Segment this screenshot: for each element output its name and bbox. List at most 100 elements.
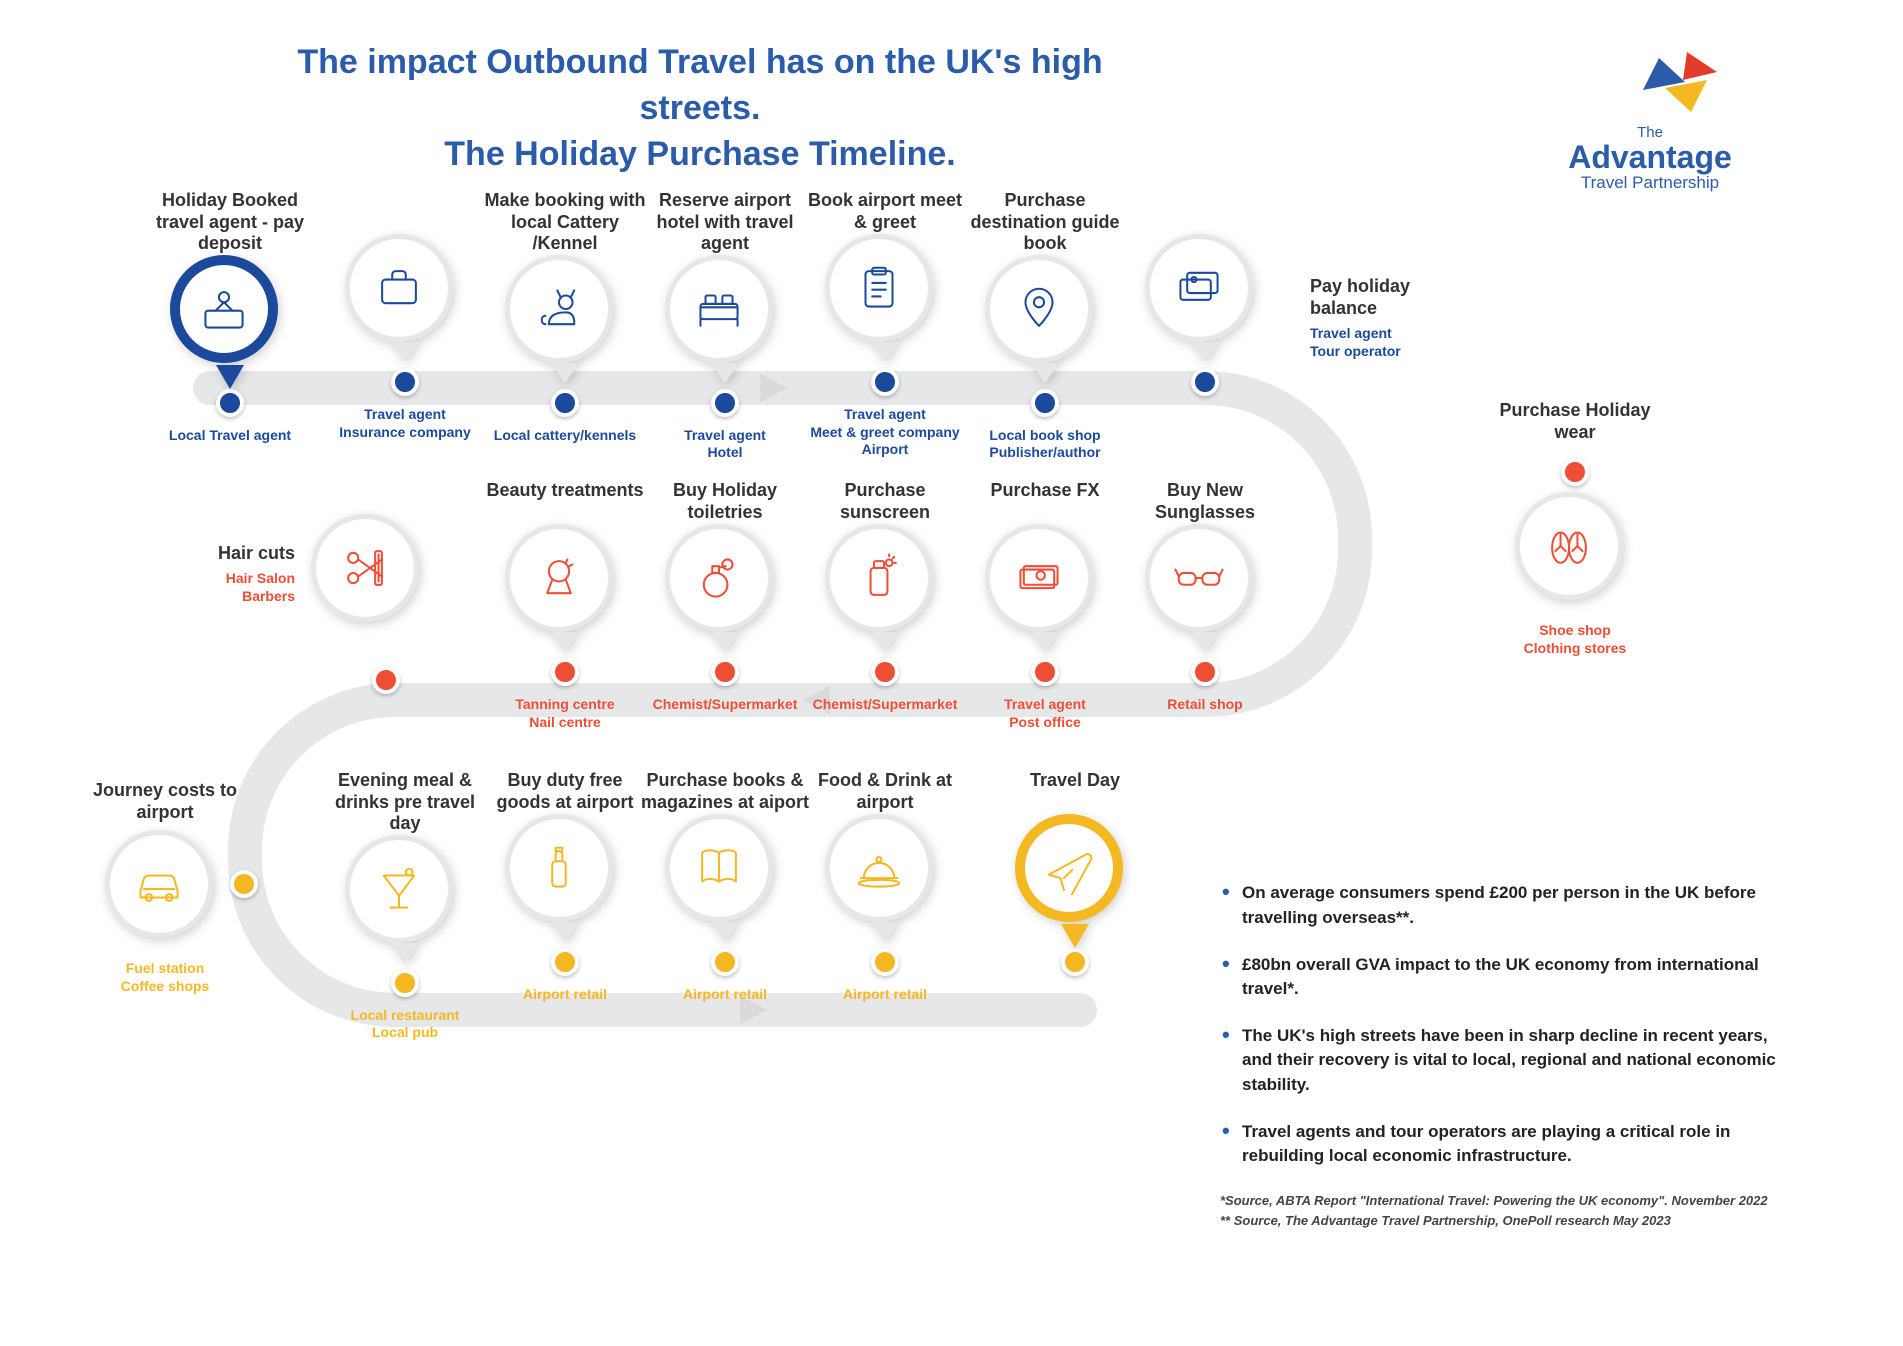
journey-costs-pin xyxy=(105,830,225,950)
node-pin xyxy=(825,524,945,644)
source-line: ** Source, The Advantage Travel Partners… xyxy=(1220,1211,1780,1231)
node-sub: Local restaurantLocal pub xyxy=(320,1007,490,1042)
node-row1-3: Reserve airport hotel with travel agent … xyxy=(640,190,810,462)
node-dot xyxy=(711,389,739,417)
node-row3-2: Purchase books & magazines at aiport Air… xyxy=(640,770,810,1004)
holiday-wear-label: Purchase Holiday wear xyxy=(1490,400,1660,444)
node-label: Food & Drink at airport xyxy=(800,770,970,814)
node-dot xyxy=(551,658,579,686)
node-label: Book airport meet & greet xyxy=(800,190,970,234)
node-dot xyxy=(216,389,244,417)
bullet-item: On average consumers spend £200 per pers… xyxy=(1220,881,1780,930)
node-label: Buy Holiday toiletries xyxy=(640,480,810,524)
node-label: Holiday Booked travel agent - pay deposi… xyxy=(145,190,315,255)
node-sub: Airport retail xyxy=(480,986,650,1004)
node-pin xyxy=(505,524,625,644)
node-pin xyxy=(505,255,625,375)
node-pin xyxy=(1145,524,1265,644)
node-label: Purchase destination guide book xyxy=(960,190,1130,255)
logo-mark xyxy=(1520,50,1780,120)
node-sub: Local Travel agent xyxy=(145,427,315,445)
node-pin xyxy=(345,835,465,955)
node-row2-3: Buy Holiday toiletries Chemist/Supermark… xyxy=(640,480,810,714)
sidenode-pay-balance: Pay holiday balance Travel agentTour ope… xyxy=(1310,276,1450,360)
node-sub: Local book shopPublisher/author xyxy=(960,427,1130,462)
node-pin xyxy=(1145,234,1265,354)
node-row2-1: Purchase FX Travel agentPost office xyxy=(960,480,1130,731)
node-pin xyxy=(170,255,290,375)
title-line-2: The Holiday Purchase Timeline. xyxy=(260,132,1140,178)
journey-costs-dot xyxy=(230,870,258,898)
haircuts-label: Hair cuts xyxy=(155,543,295,565)
node-dot xyxy=(1031,389,1059,417)
node-pin xyxy=(985,524,1105,644)
bullet-list: On average consumers spend £200 per pers… xyxy=(1220,881,1780,1169)
sources: *Source, ABTA Report "International Trav… xyxy=(1220,1191,1780,1230)
source-line: *Source, ABTA Report "International Trav… xyxy=(1220,1191,1780,1211)
node-label xyxy=(1120,190,1290,234)
node-dot xyxy=(1061,948,1089,976)
node-row1-5: Purchase destination guide book Local bo… xyxy=(960,190,1130,462)
node-row3-1: Buy duty free goods at airport Airport r… xyxy=(480,770,650,1004)
node-pin xyxy=(505,814,625,934)
node-label: Buy duty free goods at airport xyxy=(480,770,650,814)
node-sub: Airport retail xyxy=(640,986,810,1004)
haircuts-dot xyxy=(372,666,400,694)
node-dot xyxy=(871,948,899,976)
node-dot xyxy=(1191,658,1219,686)
node-pin xyxy=(825,814,945,934)
node-label: Travel Day xyxy=(990,770,1160,814)
node-sub: Travel agentHotel xyxy=(640,427,810,462)
node-label: Evening meal & drinks pre travel day xyxy=(320,770,490,835)
bullet-item: Travel agents and tour operators are pla… xyxy=(1220,1120,1780,1169)
node-pin xyxy=(665,814,785,934)
page: The impact Outbound Travel has on the UK… xyxy=(120,40,1780,1290)
node-label: Reserve airport hotel with travel agent xyxy=(640,190,810,255)
node-dot xyxy=(551,948,579,976)
node-dot xyxy=(871,658,899,686)
node-sub: Airport retail xyxy=(800,986,970,1004)
node-dot xyxy=(551,389,579,417)
node-label: Beauty treatments xyxy=(480,480,650,524)
holiday-wear-sub: Shoe shopClothing stores xyxy=(1490,622,1660,657)
node-sub: Travel agentMeet & greet companyAirport xyxy=(800,406,970,459)
node-pin xyxy=(825,234,945,354)
title-line-1: The impact Outbound Travel has on the UK… xyxy=(260,40,1140,132)
node-dot xyxy=(711,658,739,686)
node-holiday-wear: Purchase Holiday wear Shoe shopClothing … xyxy=(1490,400,1660,657)
node-dot xyxy=(1031,658,1059,686)
node-label: Purchase books & magazines at aiport xyxy=(640,770,810,814)
node-label xyxy=(320,190,490,234)
node-sub: Travel agentInsurance company xyxy=(320,406,490,441)
pay-balance-label: Pay holiday balance xyxy=(1310,276,1450,319)
bullet-item: £80bn overall GVA impact to the UK econo… xyxy=(1220,953,1780,1002)
bullet-item: The UK's high streets have been in sharp… xyxy=(1220,1024,1780,1098)
node-pin xyxy=(665,524,785,644)
node-dot xyxy=(391,368,419,396)
node-row3-4: Travel Day xyxy=(990,770,1160,986)
node-dot xyxy=(1191,368,1219,396)
journey-costs-sub: Fuel stationCoffee shops xyxy=(80,960,250,995)
node-dot xyxy=(391,969,419,997)
node-pin xyxy=(665,255,785,375)
page-title: The impact Outbound Travel has on the UK… xyxy=(260,40,1140,178)
brand-logo: The Advantage Travel Partnership xyxy=(1520,50,1780,193)
node-label: Purchase sunscreen xyxy=(800,480,970,524)
journey-costs-label: Journey costs to airport xyxy=(80,780,250,824)
node-row2-4: Beauty treatments Tanning centreNail cen… xyxy=(480,480,650,731)
node-row1-6 xyxy=(1120,190,1290,406)
node-sub: Tanning centreNail centre xyxy=(480,696,650,731)
haircuts-sub: Hair SalonBarbers xyxy=(155,570,295,605)
sidenode-haircuts: Hair cuts Hair SalonBarbers xyxy=(155,514,431,634)
node-pin xyxy=(1015,814,1135,934)
node-row1-0: Holiday Booked travel agent - pay deposi… xyxy=(145,190,315,444)
node-row3-3: Food & Drink at airport Airport retail xyxy=(800,770,970,1004)
haircuts-pin xyxy=(311,514,431,634)
node-sub: Chemist/Supermarket xyxy=(800,696,970,714)
logo-main: Advantage xyxy=(1520,141,1780,173)
holiday-wear-dot xyxy=(1561,458,1589,486)
node-label: Purchase FX xyxy=(960,480,1130,524)
node-label: Make booking with local Cattery /Kennel xyxy=(480,190,650,255)
node-sub: Retail shop xyxy=(1120,696,1290,714)
node-sub: Travel agentPost office xyxy=(960,696,1130,731)
